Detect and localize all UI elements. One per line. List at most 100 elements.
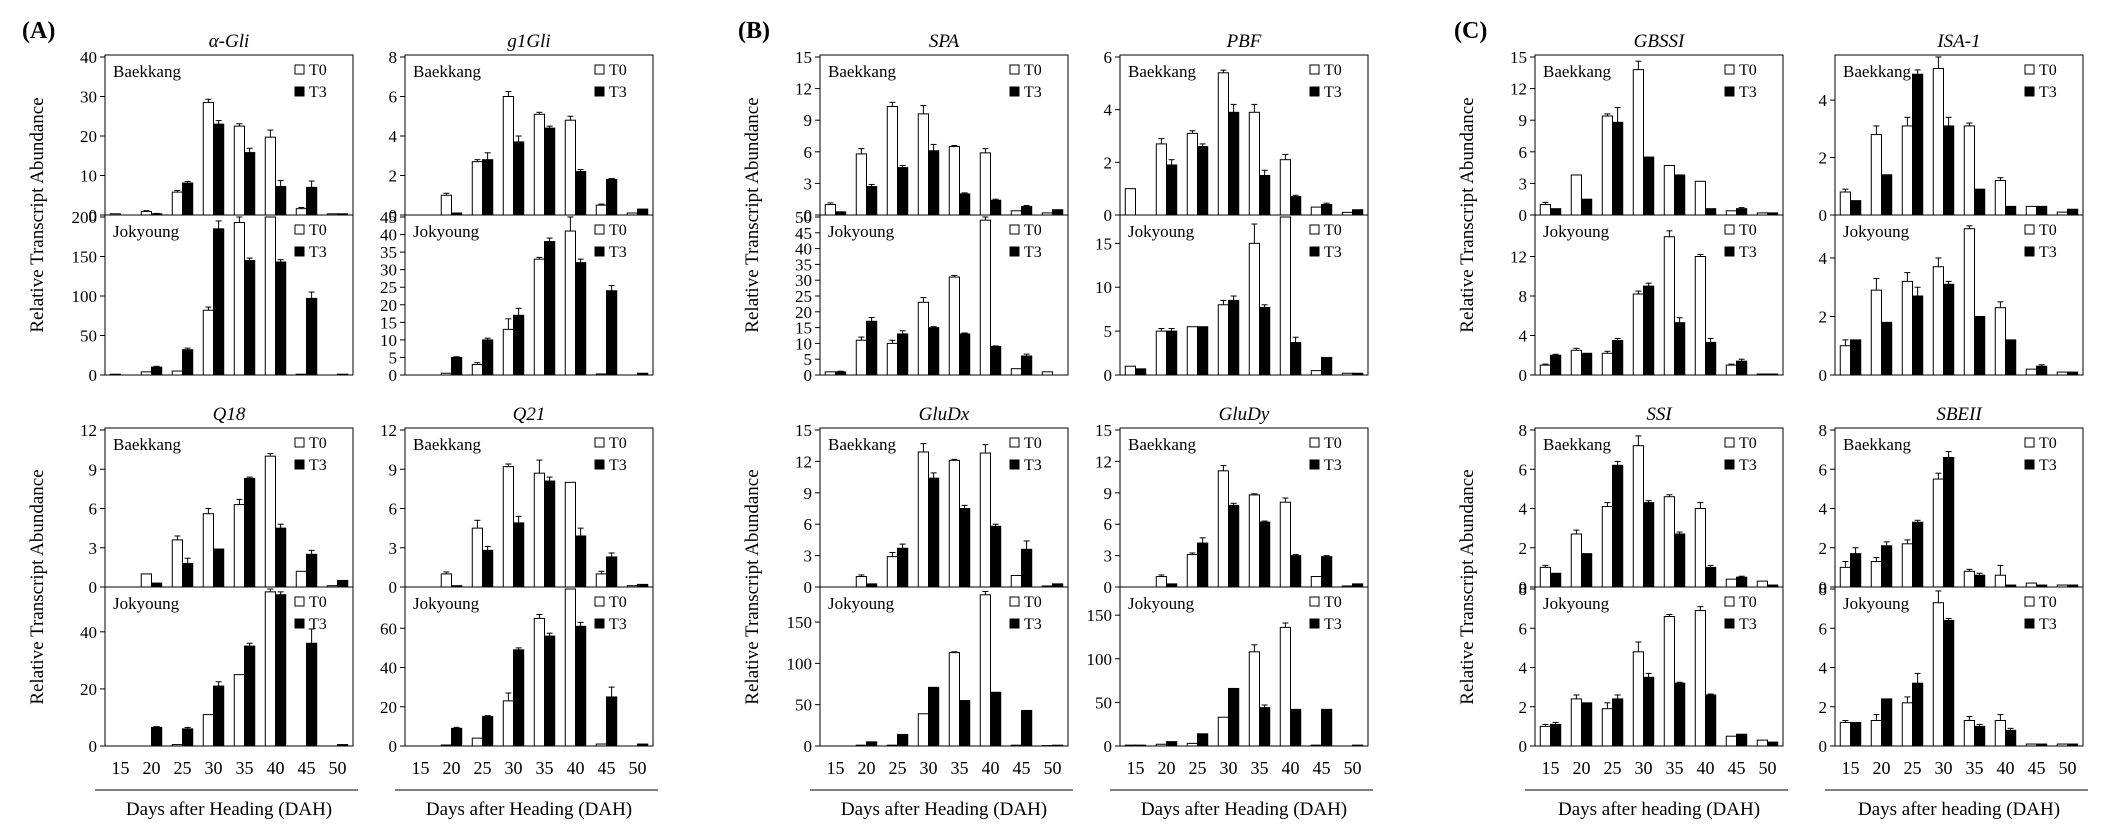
chart-spa-bottom-bar-t0: [824, 371, 837, 376]
chart-q21-bottom-ytick-label: 0: [389, 737, 398, 756]
chart-isa-1-bottom-bar-t0: [1839, 345, 1852, 376]
y-axis-label: Relative Transcript Abundance: [27, 97, 48, 332]
chart-sbeii-top-ytick-label: 0: [1819, 578, 1828, 597]
chart-q18-top-bar-t3: [182, 562, 194, 588]
chart-sbeii-top-bar-t0: [1839, 566, 1852, 588]
chart-gludy-top-bar-t3: [1228, 504, 1240, 588]
chart-q21-bottom-cultivar-label: Jokyoung: [413, 594, 480, 613]
chart-g1gli-bottom-bar-t3: [451, 356, 463, 376]
chart-gludy-top-bar-t3: [1321, 556, 1333, 588]
chart-sbeii-bottom-bar-t3: [2067, 743, 2079, 747]
chart-sbeii-top-subplot: 0 2 4 6 8 Baekkang T0 T3: [1819, 421, 2084, 597]
chart-ssi-xtick-label: 20: [1573, 758, 1591, 778]
chart-gludx-bottom-bar-t0: [948, 652, 961, 747]
chart-spa-bottom-bar-t0: [948, 276, 961, 376]
chart-spa-bottom-ytick-label: 5: [804, 350, 813, 369]
chart-isa-1-top-bar-t3: [2005, 205, 2017, 216]
chart-sbeii-bottom-frame: [1834, 586, 2084, 747]
chart-pbf-top-subplot: 0 2 4 6 Baekkang T0 T3: [1104, 48, 1369, 225]
chart-gludx-bottom-legend-label-t3: T3: [1024, 616, 1042, 633]
chart-ssi-bottom-bar-t0: [1601, 708, 1614, 747]
chart-q18-xtick-label: 20: [143, 758, 161, 778]
chart-isa-1-top-bar-t3: [1850, 200, 1862, 216]
chart--gli-bottom-legend-swatch-t0: [294, 224, 305, 235]
chart-gbssi-top-bar-t0: [1539, 203, 1552, 216]
chart-spa-bottom-ytick-label: 45: [795, 224, 812, 243]
chart-gbssi-top-ytick-label: 15: [1510, 48, 1527, 67]
chart--gli-top-bar-t0: [202, 101, 215, 216]
chart-gludx-bottom-cultivar-label: Jokyoung: [828, 594, 895, 613]
chart-ssi-bottom-bar-t3: [1767, 741, 1779, 747]
chart-g1gli-top-bar-t3: [637, 208, 649, 216]
chart-g1gli-top-ytick-label: 6: [389, 88, 398, 107]
chart-q18-xtick-label: 40: [267, 758, 285, 778]
chart-g1gli-bottom-ytick-label: 40: [380, 226, 397, 245]
chart-sbeii-bottom-bar-t0: [1870, 719, 1883, 747]
chart-sbeii-bottom-bar-t0: [1963, 719, 1976, 747]
chart-isa-1-top-bar-t3: [2036, 205, 2048, 216]
chart-gbssi-bottom-frame: [1534, 214, 1784, 376]
chart-pbf-top-bar-t0: [1186, 132, 1199, 216]
chart-sbeii-top-bar-t3: [1943, 456, 1955, 588]
chart-g1gli-top-legend-swatch-t3: [594, 86, 605, 97]
chart-spa-bottom-ytick-label: 50: [795, 208, 812, 227]
chart-gludy-bottom-bar-t3: [1197, 733, 1209, 747]
chart--gli-top-bar-t0: [140, 210, 153, 216]
chart--gli-bottom-bar-t0: [140, 371, 153, 376]
chart-gludy-bottom-bar-t3: [1166, 741, 1178, 747]
chart-gludy-bottom-subplot: 0 50 100 150 Jokyoung T0 T3: [1087, 586, 1369, 756]
chart-ssi-top-subplot: 0 2 4 6 8 Baekkang T0 T3: [1519, 421, 1784, 597]
chart-pbf-top-legend-swatch-t0: [1309, 64, 1320, 75]
chart--gli-bottom-ytick-label: 50: [80, 327, 97, 346]
chart-ssi-bottom-bar-t3: [1674, 682, 1686, 747]
chart-q21-xtick-label: 40: [567, 758, 585, 778]
chart-ssi-top-ytick-label: 4: [1519, 500, 1528, 519]
chart-ssi-top-legend-swatch-t3: [1724, 459, 1735, 470]
chart-q18-bottom-subplot: 0 20 40 Jokyoung T0 T3: [80, 586, 354, 756]
chart-isa-1-bottom-bar-t3: [2036, 365, 2048, 376]
chart-gludy-top-ytick-label: 15: [1095, 421, 1112, 440]
chart-gludx-top-legend-swatch-t3: [1009, 459, 1020, 470]
chart-ssi-bottom-legend-swatch-t0: [1724, 596, 1735, 607]
chart-q18-top-bar-t0: [140, 573, 153, 588]
chart-sbeii-bottom-bar-t3: [1881, 698, 1893, 747]
chart-ssi-bottom-legend-swatch-t3: [1724, 618, 1735, 629]
chart-sbeii-xtick-label: 45: [2028, 758, 2046, 778]
chart-sbeii-top-ytick-label: 4: [1819, 500, 1828, 519]
chart-spa-top-bar-t3: [1052, 209, 1064, 216]
chart-gludy-bottom-bar-t0: [1217, 716, 1230, 747]
chart-sbeii-bottom-legend-swatch-t0: [2024, 596, 2035, 607]
chart--gli-top-ytick-label: 0: [89, 206, 98, 225]
chart-q21-bottom-bar-t0: [502, 700, 514, 747]
chart-pbf-top-legend-label-t0: T0: [1324, 62, 1342, 79]
chart-gludx-bottom-subplot: 0 50 100 150 Jokyoung T0 T3: [787, 586, 1069, 756]
chart-isa-1-top-bar-t0: [2025, 205, 2038, 216]
chart-gludy-bottom-bar-t3: [1228, 687, 1240, 747]
chart-gludy-bottom-bar-t0: [1155, 743, 1168, 747]
chart-g1gli-top-ytick-label: 2: [389, 167, 398, 186]
chart--gli-bottom-frame: [104, 214, 354, 376]
chart-q18-bottom-bar-t3: [182, 728, 194, 747]
chart-gludx-top-bar-t3: [897, 547, 909, 588]
chart-ssi-top-bar-t3: [1705, 566, 1717, 588]
chart-spa-bottom-bar-t3: [959, 333, 971, 376]
chart--gli-bottom-bar-t0: [295, 373, 307, 376]
chart-q21-bottom-legend-label-t0: T0: [609, 594, 627, 611]
chart-q21-top-ytick-label: 6: [389, 500, 398, 519]
chart-g1gli-top-bar-t0: [471, 161, 483, 216]
chart-q18-top-legend-label-t3: T3: [309, 457, 327, 474]
chart-gludx-bottom-ytick-label: 100: [787, 654, 813, 673]
chart-gludy-top-bar-t0: [1248, 494, 1261, 588]
chart-g1gli-bottom-bar-t3: [544, 241, 556, 376]
chart--gli-bottom-ytick-label: 0: [89, 366, 98, 385]
chart-gbssi-top-ytick-label: 0: [1519, 206, 1528, 225]
chart-q21-bottom-bar-t3: [544, 635, 556, 747]
chart-g1gli-top-legend-swatch-t0: [594, 64, 605, 75]
chart-ssi-bottom-cultivar-label: Jokyoung: [1543, 594, 1610, 613]
chart-isa-1-bottom-bar-t0: [1963, 228, 1976, 376]
chart-q18-bottom-legend-label-t3: T3: [309, 616, 327, 633]
chart-gbssi-top-bar-t0: [1725, 210, 1738, 216]
chart-sbeii-top-bar-t3: [1974, 574, 1986, 588]
chart--gli-top-bar-t3: [275, 186, 287, 216]
chart-gbssi-bottom-ytick-label: 8: [1519, 287, 1528, 306]
